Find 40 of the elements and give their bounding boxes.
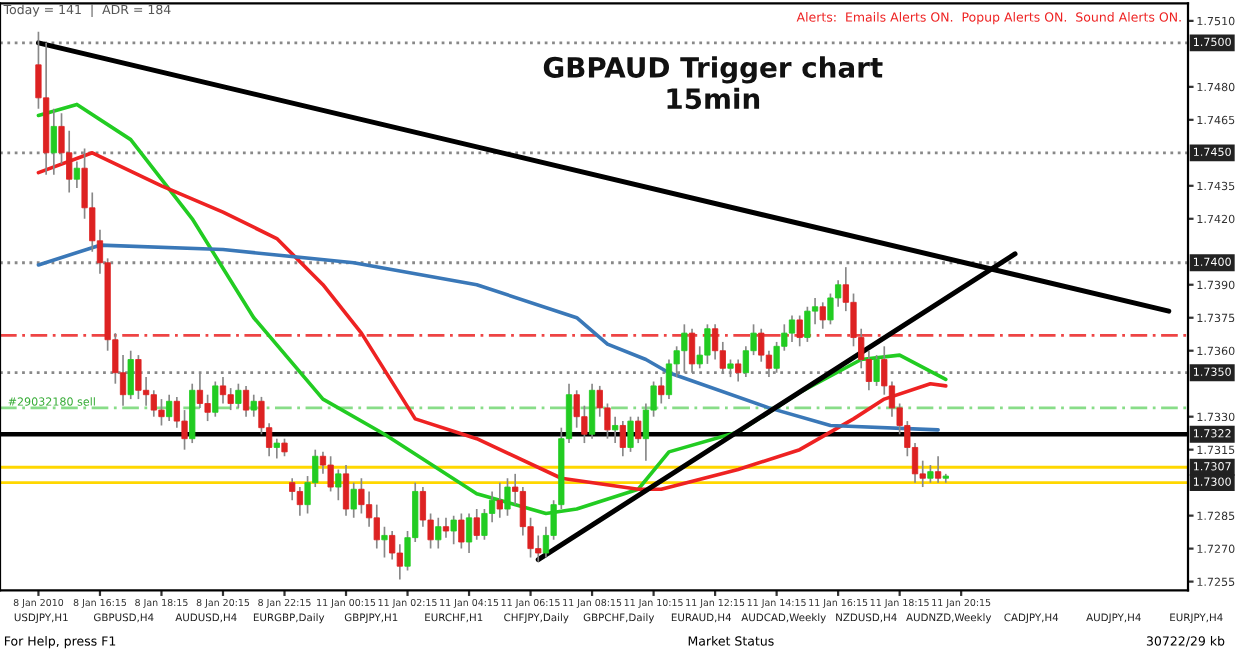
candlestick — [450, 514, 457, 546]
candlestick — [73, 160, 80, 189]
text: GBPAUD Trigger chart 15min — [543, 56, 883, 110]
candlestick — [335, 468, 342, 502]
candlestick — [166, 393, 173, 422]
candlestick — [635, 415, 642, 444]
candlestick — [296, 486, 303, 517]
candlestick — [535, 534, 542, 563]
candlestick — [465, 512, 473, 554]
candlestick — [242, 385, 250, 418]
candlestick — [327, 455, 334, 493]
candlestick — [619, 420, 626, 458]
candlestick — [627, 415, 634, 453]
candlestick — [396, 543, 403, 581]
candlestick — [819, 301, 826, 330]
candlestick — [612, 415, 619, 444]
candlestick — [250, 393, 257, 418]
candlestick — [573, 389, 580, 429]
candlestick — [704, 323, 711, 365]
candlestick — [873, 354, 880, 387]
candlestick — [796, 314, 803, 348]
candlestick — [381, 525, 388, 559]
candlestick — [212, 380, 219, 418]
candlestick — [273, 437, 280, 460]
candlestick — [658, 376, 665, 405]
candlestick — [350, 481, 357, 519]
candlestick — [473, 508, 480, 541]
candlestick — [496, 481, 503, 519]
candlestick — [934, 455, 942, 484]
candlestick — [804, 305, 811, 343]
candlestick — [442, 516, 450, 539]
candlestick — [342, 464, 350, 517]
candlestick — [435, 516, 442, 550]
candlestick — [235, 382, 242, 409]
candlestick — [712, 323, 719, 361]
candlestick — [588, 382, 596, 440]
candlestick — [158, 398, 165, 427]
candlestick — [458, 512, 465, 550]
candlestick — [788, 314, 796, 343]
candlestick — [389, 530, 396, 561]
